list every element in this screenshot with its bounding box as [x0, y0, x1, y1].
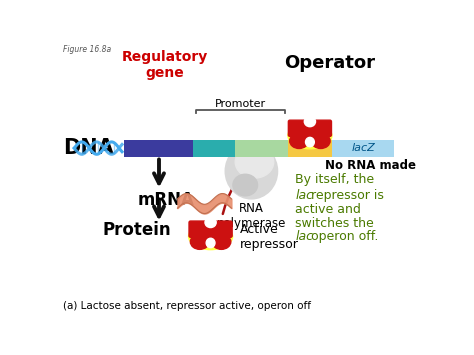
Text: DNA: DNA: [63, 138, 113, 158]
Ellipse shape: [233, 174, 257, 196]
Ellipse shape: [189, 223, 233, 250]
Ellipse shape: [304, 116, 316, 127]
Text: Protein: Protein: [103, 222, 172, 240]
Text: mRNA: mRNA: [137, 191, 194, 209]
Text: operon off.: operon off.: [310, 230, 378, 244]
Ellipse shape: [191, 234, 209, 249]
Text: Operator: Operator: [283, 54, 374, 72]
FancyBboxPatch shape: [124, 140, 193, 157]
Text: switches the: switches the: [295, 217, 374, 230]
FancyBboxPatch shape: [288, 120, 331, 136]
Ellipse shape: [235, 146, 273, 178]
Ellipse shape: [306, 137, 314, 147]
FancyBboxPatch shape: [193, 140, 235, 157]
Ellipse shape: [206, 238, 215, 247]
Ellipse shape: [288, 122, 332, 149]
Text: lac: lac: [295, 189, 313, 202]
Text: active and: active and: [295, 203, 361, 216]
Text: Active
repressor: Active repressor: [240, 223, 299, 251]
FancyBboxPatch shape: [288, 140, 332, 157]
Text: repressor is: repressor is: [310, 189, 383, 202]
Ellipse shape: [225, 143, 278, 199]
Text: lacZ: lacZ: [351, 143, 375, 153]
Ellipse shape: [290, 133, 309, 148]
Ellipse shape: [212, 234, 231, 249]
Text: Promoter: Promoter: [215, 99, 266, 109]
Text: Figure 16.8a: Figure 16.8a: [63, 45, 111, 54]
Text: lac: lac: [295, 230, 313, 244]
Ellipse shape: [311, 133, 330, 148]
Text: Regulatory
gene: Regulatory gene: [121, 50, 208, 80]
FancyBboxPatch shape: [235, 140, 288, 157]
Text: No RNA made: No RNA made: [325, 159, 416, 172]
Text: RNA
polymerase: RNA polymerase: [217, 202, 286, 230]
Text: By itself, the: By itself, the: [295, 174, 374, 186]
FancyBboxPatch shape: [332, 140, 394, 157]
Ellipse shape: [205, 217, 216, 228]
FancyBboxPatch shape: [189, 221, 232, 237]
Text: (a) Lactose absent, repressor active, operon off: (a) Lactose absent, repressor active, op…: [63, 301, 311, 311]
